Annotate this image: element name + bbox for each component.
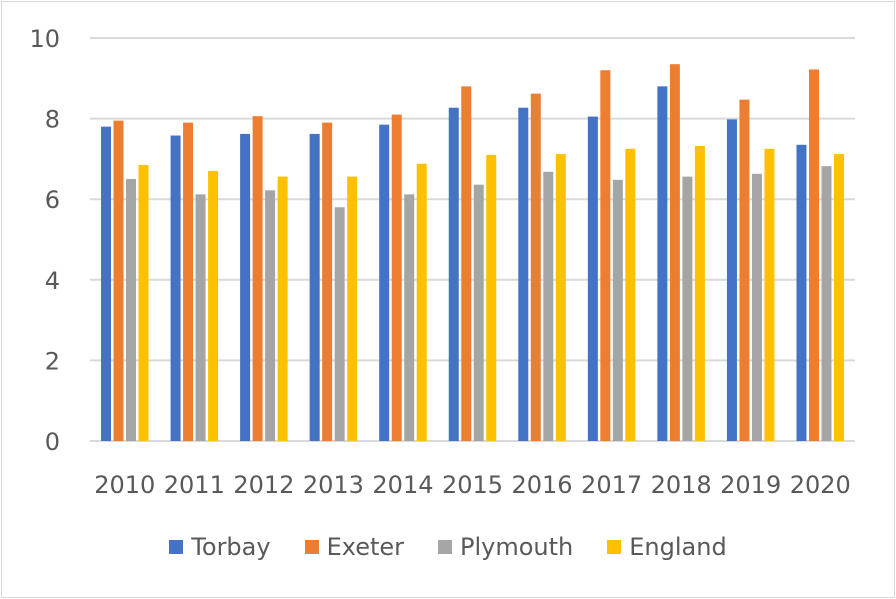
x-tick-label: 2010 [94, 471, 155, 499]
y-tick-label: 2 [45, 347, 60, 375]
x-tick-label: 2013 [303, 471, 364, 499]
legend-label: Torbay [191, 533, 271, 561]
bar-exeter-2016 [530, 93, 541, 441]
bar-plymouth-2018 [682, 176, 693, 441]
bar-plymouth-2014 [404, 194, 415, 441]
bar-exeter-2018 [669, 64, 680, 441]
bar-plymouth-2012 [265, 190, 276, 441]
bar-torbay-2018 [657, 86, 668, 442]
bar-exeter-2015 [461, 86, 472, 442]
bar-exeter-2020 [808, 69, 819, 442]
x-tick-label: 2015 [442, 471, 503, 499]
y-tick-label: 8 [45, 106, 60, 134]
bar-england-2014 [416, 163, 427, 441]
bar-exeter-2019 [739, 99, 750, 441]
bar-plymouth-2013 [334, 207, 345, 441]
x-tick-label: 2012 [233, 471, 294, 499]
bar-plymouth-2016 [543, 171, 554, 441]
bar-torbay-2014 [379, 124, 390, 442]
x-tick-label: 2016 [512, 471, 573, 499]
bar-plymouth-2011 [195, 194, 206, 441]
bar-exeter-2012 [252, 116, 263, 441]
bar-plymouth-2015 [473, 184, 484, 441]
legend-label: Exeter [326, 533, 405, 561]
bar-torbay-2019 [726, 119, 737, 441]
bar-plymouth-2019 [751, 173, 762, 441]
legend-item-torbay: Torbay [169, 533, 271, 561]
bar-torbay-2010 [101, 126, 112, 441]
y-tick-label: 10 [29, 25, 60, 53]
legend-swatch-icon [169, 540, 184, 554]
bar-england-2012 [277, 176, 288, 441]
legend-item-plymouth: Plymouth [438, 533, 573, 561]
bar-plymouth-2010 [126, 179, 137, 442]
bar-exeter-2013 [322, 122, 333, 441]
bar-exeter-2017 [600, 70, 611, 442]
bar-torbay-2012 [240, 133, 251, 441]
bar-england-2011 [208, 170, 219, 442]
y-tick-label: 0 [45, 428, 60, 456]
legend-label: Plymouth [460, 533, 574, 561]
bar-england-2015 [486, 154, 497, 441]
bar-torbay-2013 [309, 133, 320, 441]
y-tick-label: 6 [45, 186, 60, 214]
legend-swatch-icon [438, 540, 453, 554]
x-tick-label: 2019 [720, 471, 781, 499]
legend-swatch-icon [607, 540, 622, 554]
bar-england-2020 [833, 154, 844, 441]
y-tick-label: 4 [45, 267, 60, 295]
bar-plymouth-2017 [612, 179, 623, 441]
bar-exeter-2011 [183, 122, 194, 441]
bar-torbay-2011 [170, 135, 181, 441]
legend-item-england: England [607, 533, 727, 561]
bar-torbay-2017 [587, 116, 598, 442]
bar-england-2018 [694, 146, 705, 441]
legend-swatch-icon [304, 540, 319, 554]
legend-item-exeter: Exeter [304, 533, 405, 561]
bar-plymouth-2020 [821, 166, 832, 442]
legend: Torbay Exeter Plymouth England [0, 533, 896, 561]
bar-england-2013 [347, 176, 358, 441]
x-tick-label: 2014 [372, 471, 433, 499]
bar-england-2019 [764, 148, 775, 441]
bar-exeter-2010 [113, 120, 124, 442]
bar-torbay-2020 [796, 144, 807, 442]
x-tick-label: 2011 [164, 471, 225, 499]
bar-england-2016 [555, 154, 566, 441]
bar-torbay-2015 [448, 107, 459, 442]
bar-england-2017 [625, 148, 636, 441]
x-tick-label: 2017 [581, 471, 642, 499]
x-tick-label: 2018 [651, 471, 712, 499]
bar-england-2010 [138, 164, 149, 441]
bar-torbay-2016 [518, 107, 529, 442]
legend-label: England [629, 533, 727, 561]
x-tick-label: 2020 [790, 471, 851, 499]
bar-exeter-2014 [391, 114, 402, 441]
